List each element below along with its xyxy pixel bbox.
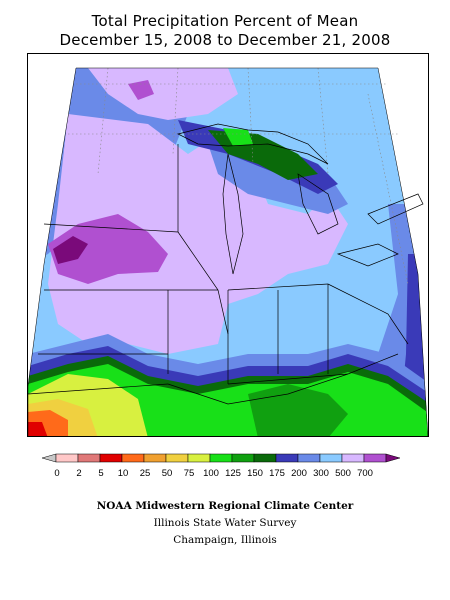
legend-label: 100 [203, 468, 219, 479]
legend-swatch [143, 453, 167, 463]
legend-swatch [253, 453, 277, 463]
legend-swatch [297, 453, 321, 463]
zone-over-700 [53, 236, 88, 264]
zone-10-25 [28, 422, 48, 436]
legend-label: 2 [76, 468, 81, 479]
map-canvas [28, 67, 428, 436]
legend-swatch [209, 453, 233, 463]
credit-survey: Illinois State Water Survey [153, 517, 297, 529]
legend-high-arrow [385, 453, 401, 463]
legend-label: 125 [225, 468, 241, 479]
map-border-outline [28, 67, 428, 436]
state-boundaries [28, 144, 409, 405]
legend-label: 300 [313, 468, 329, 479]
legend-label: 5 [98, 468, 103, 479]
legend-swatch [319, 453, 343, 463]
zone-175-200-mi [208, 144, 348, 214]
legend-canvas: 0 2 5 10 25 50 75 100 125 150 175 200 300 500 700 [41, 453, 401, 479]
zone-500-700-north [128, 80, 154, 100]
zone-500-700 [48, 214, 168, 284]
zone-100-125-up [223, 128, 253, 146]
legend-swatch [275, 453, 299, 463]
legend-swatch [121, 453, 145, 463]
legend-swatch [77, 453, 101, 463]
legend-swatch [187, 453, 211, 463]
legend-label: 700 [357, 468, 373, 479]
legend-swatch [363, 453, 387, 463]
zone-125-south-mid [248, 384, 348, 436]
legend-label: 0 [54, 468, 59, 479]
color-legend: 0 2 5 10 25 50 75 100 125 150 175 200 300 500 700 [41, 452, 408, 486]
legend-low-arrow [41, 453, 57, 463]
legend-swatch [99, 453, 123, 463]
legend-label: 175 [269, 468, 285, 479]
legend-swatch [341, 453, 365, 463]
credit-organization: NOAA Midwestern Regional Climate Center [96, 500, 354, 512]
zone-300-500 [48, 114, 348, 354]
legend-swatch [165, 453, 189, 463]
lake-outlines [176, 123, 424, 275]
legend-label: 10 [118, 468, 129, 479]
precip-field [28, 68, 428, 436]
legend-label: 200 [291, 468, 307, 479]
legend-label: 500 [335, 468, 351, 479]
credit-location: Champaign, Illinois [173, 534, 277, 546]
map-date-range: December 15, 2008 to December 21, 2008 [59, 31, 391, 49]
zone-300-500-north [88, 68, 238, 120]
map-title: Total Precipitation Percent of Mean [91, 12, 359, 30]
legend-label: 150 [247, 468, 263, 479]
graticule [68, 67, 409, 285]
legend-label: 25 [140, 468, 151, 479]
legend-swatch [55, 453, 79, 463]
legend-swatch [231, 453, 255, 463]
legend-label: 50 [162, 468, 173, 479]
precipitation-map [27, 53, 429, 437]
legend-label: 75 [184, 468, 195, 479]
